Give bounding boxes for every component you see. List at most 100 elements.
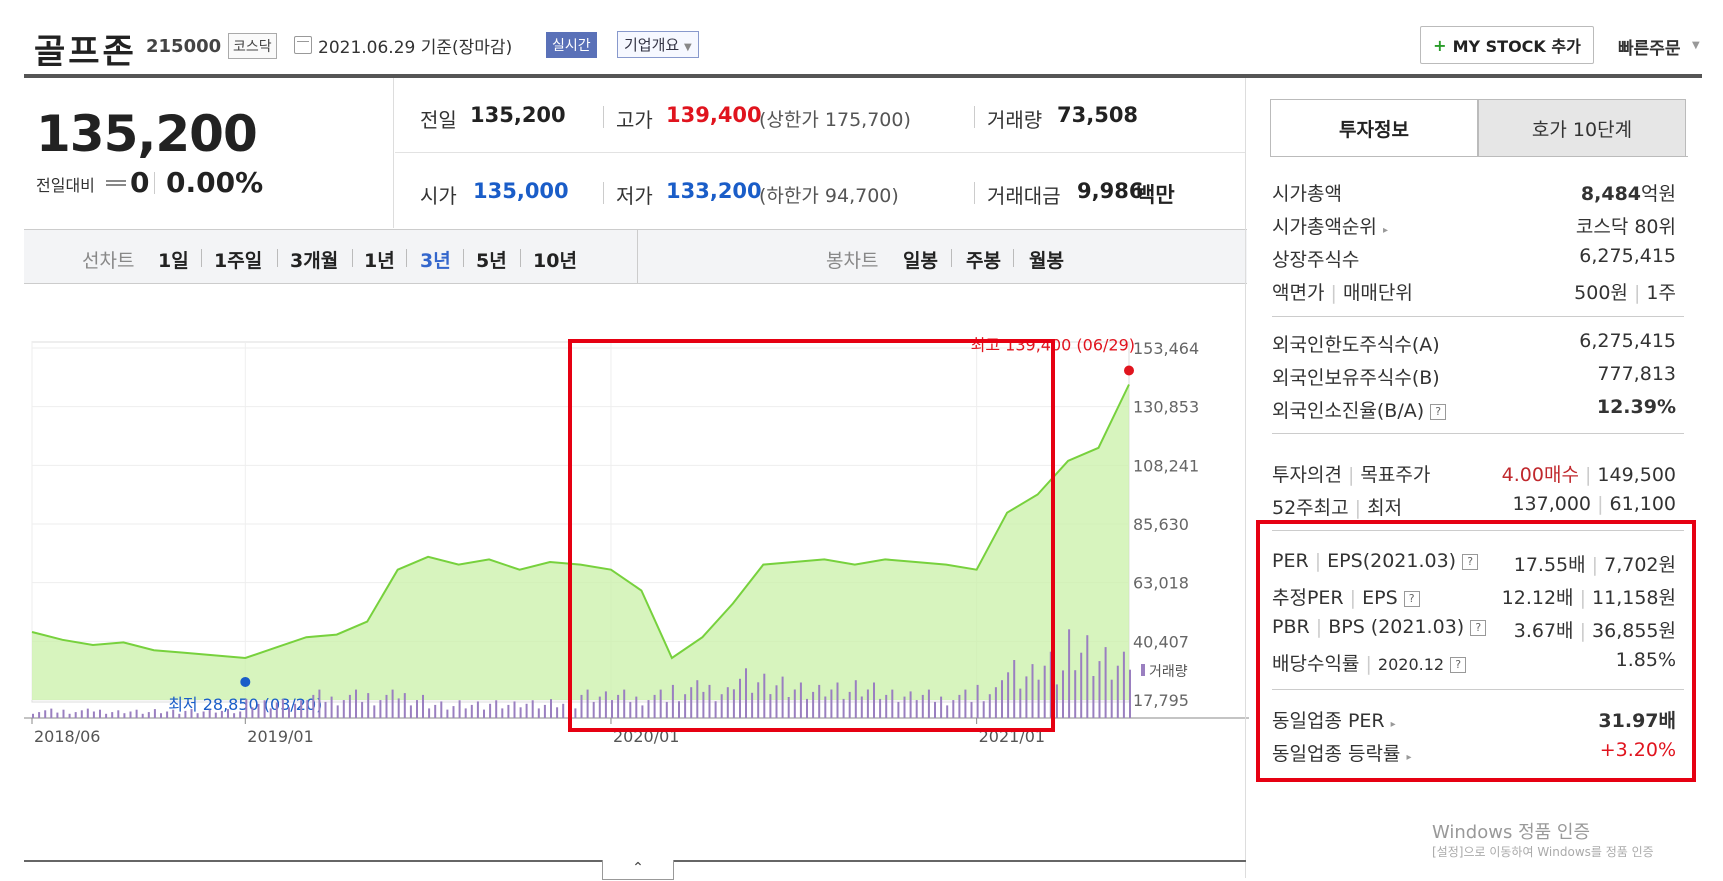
row-value: 3.67배	[1513, 620, 1574, 642]
volume-bar	[653, 694, 656, 718]
volume-bar	[458, 700, 461, 718]
help-icon[interactable]: ?	[1430, 403, 1447, 420]
volume-bar	[739, 678, 741, 718]
volume-bar	[1098, 661, 1101, 718]
volume-bar	[373, 705, 376, 718]
volume-bar	[641, 705, 644, 718]
volume-bar	[74, 712, 77, 718]
row-value-2: 11,158원	[1592, 587, 1676, 609]
chevron-down-icon: ▼	[683, 42, 692, 53]
row-label: 시가총액	[1272, 183, 1342, 205]
volume-bar	[251, 707, 254, 718]
volume-bar	[166, 711, 169, 718]
volume-bar	[751, 692, 754, 718]
volume-bar	[318, 689, 321, 718]
divider	[1270, 156, 1688, 157]
caret-right-icon: ▸	[1406, 752, 1412, 763]
volume-bar	[476, 701, 479, 718]
quick-order-button[interactable]: 빠른주문	[1618, 39, 1681, 59]
volume-bar	[537, 708, 540, 718]
volume-bar	[848, 691, 851, 718]
volume-bar	[879, 698, 882, 718]
prev-value: 135,200	[470, 103, 566, 127]
divider	[1272, 689, 1684, 690]
volume-bar	[830, 689, 833, 718]
row-label-2: 매매단위	[1342, 282, 1413, 304]
row-label-2: EPS	[1362, 587, 1398, 609]
tab-quote-10[interactable]: 호가 10단계	[1478, 99, 1686, 157]
volume-value: 73,508	[1057, 103, 1139, 127]
volume-bar	[281, 699, 284, 718]
volume-bar	[470, 704, 473, 718]
divider	[463, 249, 464, 267]
add-my-stock-label: MY STOCK 추가	[1452, 37, 1581, 56]
row-value: 코스닥 80위	[1575, 216, 1676, 238]
sector-per-row[interactable]: 동일업종 PER ▸ 31.97배	[1272, 706, 1676, 734]
volume-bar	[897, 701, 900, 718]
volume-bar	[988, 694, 991, 718]
chart-tab-bar	[24, 229, 1247, 284]
tab-3y[interactable]: 3년	[420, 250, 451, 272]
help-icon[interactable]: ?	[1462, 553, 1479, 570]
volume-bar	[556, 707, 559, 718]
volume-bar	[312, 694, 315, 718]
tab-10y[interactable]: 10년	[533, 250, 577, 272]
volume-bar	[775, 685, 778, 718]
tab-1y[interactable]: 1년	[364, 250, 395, 272]
company-info-dropdown[interactable]: 기업개요 ▼	[617, 31, 699, 58]
volume-bar	[117, 710, 120, 718]
volume-bar	[1001, 680, 1003, 718]
tab-daily[interactable]: 일봉	[903, 250, 938, 272]
y-tick-label: 153,464	[1133, 339, 1199, 358]
volume-bar	[781, 676, 784, 718]
volume-bar	[543, 704, 546, 718]
volume-bar	[367, 693, 370, 718]
sector-change-row[interactable]: 동일업종 등락률 ▸ +3.20%	[1272, 739, 1676, 767]
foreign-holding-row: 외국인보유주식수(B) 777,813	[1272, 363, 1676, 391]
realtime-button[interactable]: 실시간	[546, 32, 597, 58]
volume-bar	[769, 694, 772, 718]
volume-bar	[611, 700, 613, 718]
volume-bar	[68, 713, 71, 718]
volume-bar	[1031, 664, 1034, 718]
row-value: 4.00매수	[1501, 464, 1579, 486]
volume-bar	[160, 713, 162, 718]
tab-1d[interactable]: 1일	[158, 250, 189, 272]
foreign-ratio-row: 외국인소진율(B/A) ? 12.39%	[1272, 396, 1676, 424]
volume-bar	[391, 689, 394, 718]
volume-bar	[921, 694, 924, 718]
tab-monthly[interactable]: 월봉	[1029, 250, 1064, 272]
tab-invest-info[interactable]: 투자정보	[1270, 99, 1478, 157]
help-icon[interactable]: ?	[1450, 656, 1467, 673]
volume-bar	[562, 703, 565, 718]
tab-3m[interactable]: 3개월	[290, 250, 339, 272]
row-label: PBR	[1272, 616, 1310, 638]
tab-5y[interactable]: 5년	[476, 250, 507, 272]
volume-bar	[836, 682, 839, 718]
row-label-2: 최저	[1367, 497, 1403, 519]
amount-unit: 백만	[1136, 183, 1175, 207]
tab-1w[interactable]: 1주일	[214, 250, 263, 272]
volume-bar	[1037, 679, 1040, 718]
volume-bar	[227, 709, 229, 718]
volume-bar	[275, 702, 278, 718]
help-icon[interactable]: ?	[1470, 619, 1487, 636]
volume-bar	[263, 700, 266, 718]
add-my-stock-button[interactable]: + MY STOCK 추가	[1420, 26, 1594, 64]
y-tick-label: 17,795	[1133, 691, 1189, 710]
volume-bar	[647, 700, 650, 718]
volume-bar	[1025, 676, 1028, 718]
volume-bar	[873, 682, 875, 718]
row-value-2: 36,855원	[1592, 620, 1676, 642]
market-cap-rank-row[interactable]: 시가총액순위 ▸ 코스닥 80위	[1272, 212, 1676, 240]
chevron-down-icon: ▼	[1692, 40, 1700, 51]
volume-bar	[99, 709, 101, 718]
volume-bar	[1110, 679, 1113, 718]
collapse-button[interactable]: ⌃	[602, 860, 674, 880]
volume-bar	[403, 693, 406, 718]
volume-bar	[379, 700, 382, 718]
help-icon[interactable]: ?	[1403, 590, 1420, 607]
tab-weekly[interactable]: 주봉	[966, 250, 1001, 272]
volume-bar	[550, 699, 552, 718]
volume-bar	[348, 694, 351, 718]
